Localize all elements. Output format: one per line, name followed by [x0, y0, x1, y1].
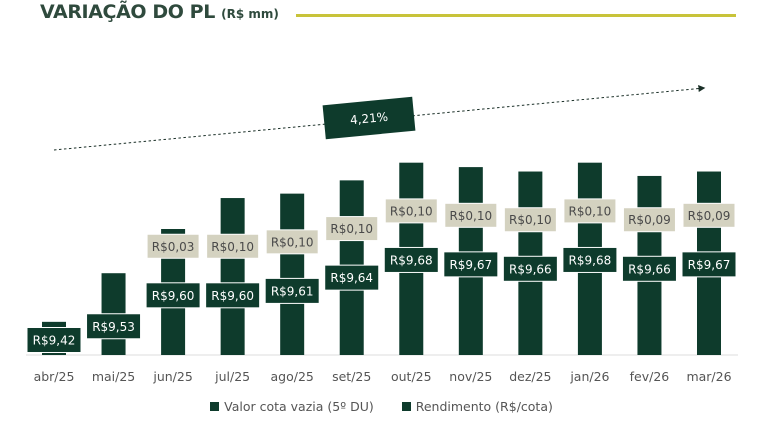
data-label-rendimento-jun/25: R$0,03	[152, 240, 195, 254]
x-tick-label-set/25: set/25	[332, 369, 371, 384]
trend-annotation: 4,21%	[322, 96, 416, 140]
trend-annotation-box	[322, 96, 416, 140]
legend-item-valor-cota: Valor cota vazia (5º DU)	[210, 399, 374, 414]
data-label-box-valor-cota-fev/26	[621, 255, 677, 282]
x-tick-label-mar/26: mar/26	[686, 369, 731, 384]
legend-item-rendimento: Rendimento (R$/cota)	[401, 399, 553, 414]
data-label-valor-cota-out/25: R$9,68	[390, 253, 433, 267]
data-label-rendimento-mar/26: R$0,09	[688, 209, 731, 223]
data-label-box-rendimento-nov/25	[444, 202, 498, 228]
bar-valor-cota-out/25	[399, 206, 424, 355]
data-label-box-rendimento-mar/26	[682, 202, 736, 228]
chart-subtitle: (R$ mm)	[221, 7, 279, 21]
data-label-valor-cota-dez/25: R$9,66	[509, 262, 552, 276]
data-label-box-rendimento-jun/25	[146, 233, 200, 259]
x-tick-label-dez/25: dez/25	[509, 369, 551, 384]
data-label-valor-cota-nov/25: R$9,67	[449, 258, 492, 272]
data-label-box-rendimento-out/25	[384, 198, 438, 224]
data-label-box-rendimento-fev/26	[622, 207, 676, 233]
data-label-box-rendimento-set/25	[325, 216, 379, 242]
data-label-rendimento-dez/25: R$0,10	[509, 213, 552, 227]
chart-title-main: VARIAÇÃO DO PL	[40, 1, 215, 23]
data-label-rendimento-jul/25: R$0,10	[211, 240, 254, 254]
x-tick-label-abr/25: abr/25	[34, 369, 75, 384]
data-label-rendimento-ago/25: R$0,10	[271, 235, 314, 249]
data-label-rendimento-out/25: R$0,10	[390, 204, 433, 218]
data-label-box-valor-cota-out/25	[383, 246, 439, 273]
x-tick-label-jun/25: jun/25	[152, 369, 192, 384]
legend-label-valor-cota: Valor cota vazia (5º DU)	[224, 399, 374, 414]
data-label-box-valor-cota-dez/25	[502, 255, 558, 282]
data-label-valor-cota-mar/26: R$9,67	[688, 258, 731, 272]
data-label-valor-cota-jan/26: R$9,68	[569, 253, 612, 267]
x-tick-label-mai/25: mai/25	[92, 369, 135, 384]
data-label-valor-cota-abr/25: R$9,42	[33, 334, 76, 348]
data-label-box-rendimento-jan/26	[563, 198, 617, 224]
data-label-box-valor-cota-jul/25	[205, 282, 261, 309]
x-tick-label-ago/25: ago/25	[271, 369, 314, 384]
title-rule	[296, 14, 736, 17]
legend-label-rendimento: Rendimento (R$/cota)	[415, 399, 553, 414]
bar-valor-cota-jan/26	[577, 206, 602, 355]
data-label-valor-cota-jul/25: R$9,60	[211, 289, 254, 303]
chart-title: VARIAÇÃO DO PL (R$ mm)	[40, 1, 279, 23]
x-tick-label-jan/26: jan/26	[569, 369, 609, 384]
data-label-valor-cota-mai/25: R$9,53	[92, 320, 135, 334]
legend-swatch-valor-cota	[210, 402, 220, 411]
bar-valor-cota-nov/25	[458, 211, 483, 355]
data-label-valor-cota-fev/26: R$9,66	[628, 262, 671, 276]
data-label-rendimento-jan/26: R$0,10	[569, 204, 612, 218]
data-label-rendimento-nov/25: R$0,10	[449, 209, 492, 223]
data-label-box-valor-cota-mar/26	[681, 251, 737, 278]
data-label-rendimento-set/25: R$0,10	[330, 222, 373, 236]
data-label-rendimento-fev/26: R$0,09	[628, 213, 671, 227]
data-label-box-valor-cota-jun/25	[145, 282, 201, 309]
x-tick-label-out/25: out/25	[391, 369, 432, 384]
data-label-box-valor-cota-nov/25	[443, 251, 499, 278]
data-label-box-rendimento-jul/25	[206, 233, 260, 259]
data-label-box-valor-cota-jan/26	[562, 246, 618, 273]
chart-plot: abr/25 R$9,42 mai/25 R$9,53 jun/25 R$9,60 R$0,…	[26, 85, 738, 384]
x-tick-label-jul/25: jul/25	[214, 369, 250, 384]
data-label-valor-cota-ago/25: R$9,61	[271, 284, 314, 298]
data-label-box-valor-cota-ago/25	[264, 277, 320, 304]
x-tick-label-nov/25: nov/25	[449, 369, 492, 384]
legend-swatch-rendimento	[401, 402, 411, 411]
chart-legend: Valor cota vazia (5º DU) Rendimento (R$/…	[0, 399, 763, 414]
data-label-box-rendimento-dez/25	[503, 207, 557, 233]
bar-valor-cota-fev/26	[637, 215, 662, 355]
data-label-valor-cota-jun/25: R$9,60	[152, 289, 195, 303]
bar-valor-cota-mar/26	[697, 211, 721, 355]
data-label-box-valor-cota-mai/25	[86, 313, 142, 340]
x-tick-label-fev/26: fev/26	[630, 369, 670, 384]
bar-valor-cota-dez/25	[518, 215, 543, 355]
data-label-box-valor-cota-set/25	[324, 264, 380, 291]
trend-annotation-label: 4,21%	[349, 110, 388, 128]
data-label-box-valor-cota-abr/25	[26, 327, 82, 353]
data-label-box-rendimento-ago/25	[265, 229, 319, 255]
data-label-valor-cota-set/25: R$9,64	[330, 271, 373, 285]
